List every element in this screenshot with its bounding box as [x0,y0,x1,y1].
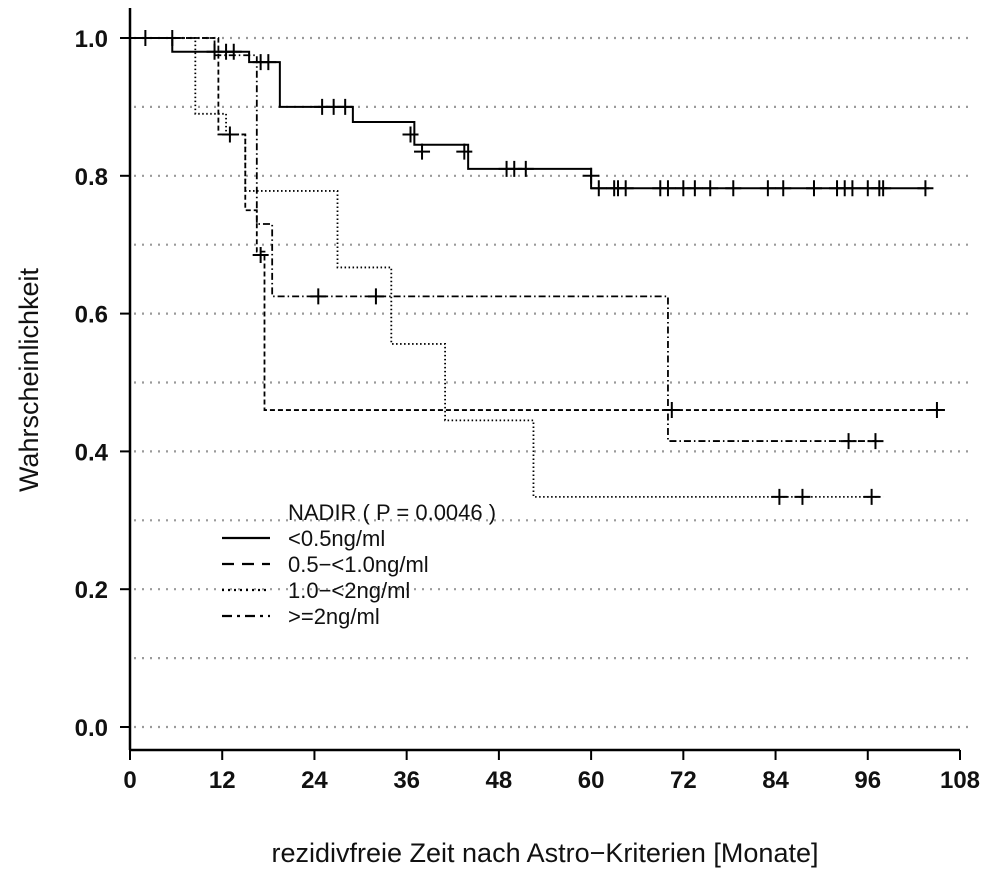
legend-label-1: <0.5ng/ml [288,526,385,551]
censor-mark [310,288,327,305]
censor-mark [414,143,431,160]
y-axis-title: Wahrscheinlichkeit [14,267,44,492]
censor-mark [517,160,534,177]
x-axis-title: rezidivfreie Zeit nach Astro−Kriterien [… [271,838,818,868]
y-tick-label: 0.8 [75,164,108,191]
legend-label-3: 1.0−<2ng/ml [288,578,410,603]
x-tick-label: 72 [670,767,697,794]
censor-mark [794,488,811,505]
legend: NADIR ( P = 0.0046 ) <0.5ng/ml0.5−<1.0ng… [222,500,496,629]
x-tick-label: 60 [578,767,605,794]
censor-mark [456,143,473,160]
x-ticks: 0 12 24 36 48 60 72 84 96 108 [123,750,980,794]
censor-mark [867,433,884,450]
series-line-3 [130,37,884,498]
censor-mark [663,402,680,419]
grid-lines [134,36,968,729]
y-tick-label: 0.6 [75,302,108,329]
x-tick-label: 96 [854,767,881,794]
censor-mark [583,167,600,184]
censor-mark [805,180,822,197]
censor-mark [337,98,354,115]
x-tick-label: 36 [393,767,420,794]
censor-mark [759,180,776,197]
censor-marks [137,30,945,505]
axes [128,8,960,752]
x-tick-label: 12 [209,767,236,794]
censor-mark [928,402,945,419]
censor-mark [917,180,934,197]
censor-mark [702,180,719,197]
censor-mark [260,54,277,71]
y-tick-label: 0.4 [75,439,109,466]
censor-mark [252,247,269,264]
censor-mark [659,180,676,197]
censor-mark [137,30,154,46]
censor-mark [863,488,880,505]
legend-title: NADIR ( P = 0.0046 ) [288,500,496,525]
censor-mark [844,180,861,197]
censor-mark [590,180,607,197]
y-tick-label: 0.0 [75,715,108,742]
censor-mark [725,180,742,197]
legend-items: <0.5ng/ml0.5−<1.0ng/ml1.0−<2ng/ml>=2ng/m… [222,526,429,629]
legend-label-4: >=2ng/ml [288,604,380,629]
y-ticks: 0.0 0.2 0.4 0.6 0.8 1.0 [75,26,130,742]
censor-mark [221,126,238,143]
y-tick-label: 1.0 [75,26,108,53]
x-tick-label: 24 [301,767,328,794]
y-tick-label: 0.2 [75,577,108,604]
censor-mark [367,288,384,305]
x-tick-label: 0 [123,767,136,794]
censor-mark [164,30,181,46]
series-line-4 [130,37,876,442]
x-tick-label: 108 [940,767,980,794]
censor-mark [402,126,419,143]
series-line-1 [130,37,930,190]
censor-mark [771,488,788,505]
x-tick-label: 48 [486,767,513,794]
censor-mark [840,433,857,450]
x-tick-label: 84 [762,767,789,794]
censor-mark [225,43,242,60]
legend-label-2: 0.5−<1.0ng/ml [288,552,429,577]
series-line-2 [130,37,937,411]
censor-mark [775,180,792,197]
censor-mark [875,180,892,197]
censor-mark [686,180,703,197]
censor-mark [617,180,634,197]
